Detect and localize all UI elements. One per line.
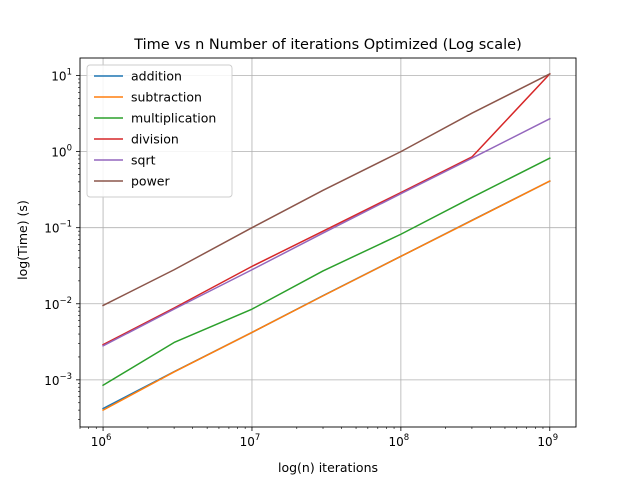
x-tick-label: 108 [389, 433, 410, 449]
x-tick-label: 109 [537, 433, 558, 449]
y-tick-exponent: −3 [59, 372, 72, 382]
x-axis-label: log(n) iterations [278, 460, 378, 475]
series-layer [102, 72, 551, 412]
x-tick-label: 107 [240, 433, 261, 449]
x-tick-base: 10 [240, 435, 255, 449]
y-tick-label: 100 [51, 144, 72, 160]
y-tick-label: 10−3 [44, 372, 72, 388]
legend: addition subtraction multiplication divisio… [86, 64, 233, 198]
legend-label-multiplication: multiplication [131, 111, 216, 126]
legend-label-addition: addition [131, 69, 182, 84]
series-line-power [102, 72, 551, 307]
series-line-sqrt [102, 117, 551, 347]
x-tick-exponent: 8 [404, 433, 409, 443]
y-tick-exponent: −2 [59, 296, 72, 306]
y-tick-base: 10 [51, 146, 66, 160]
x-tick-base: 10 [537, 435, 552, 449]
y-tick-exponent: −1 [59, 220, 72, 230]
legend-box [86, 64, 233, 198]
chart-title: Time vs n Number of iterations Optimized… [133, 37, 522, 53]
x-tick-exponent: 6 [106, 433, 111, 443]
x-tick-base: 10 [91, 435, 106, 449]
y-tick-exponent: 0 [67, 144, 72, 154]
x-tick-base: 10 [389, 435, 404, 449]
series-line-division [102, 72, 551, 346]
legend-label-division: division [131, 132, 179, 147]
series-line-subtraction [102, 180, 551, 412]
y-tick-base: 10 [44, 298, 59, 312]
x-tick-label: 106 [91, 433, 112, 449]
y-tick-exponent: 1 [67, 68, 72, 78]
y-tick-label: 10−1 [44, 220, 72, 236]
y-tick-base: 10 [44, 222, 59, 236]
series-line-multiplication [102, 157, 551, 387]
legend-label-sqrt: sqrt [131, 153, 156, 168]
y-tick-label: 101 [51, 68, 72, 84]
y-tick-base: 10 [51, 70, 66, 84]
y-tick-base: 10 [44, 374, 59, 388]
legend-label-subtraction: subtraction [131, 90, 202, 105]
x-tick-exponent: 9 [553, 433, 558, 443]
x-tick-exponent: 7 [255, 433, 260, 443]
legend-label-power: power [131, 174, 170, 189]
y-axis-label: log(Time) (s) [15, 200, 30, 280]
y-tick-label: 10−2 [44, 296, 72, 312]
axes-frame [79, 57, 577, 428]
